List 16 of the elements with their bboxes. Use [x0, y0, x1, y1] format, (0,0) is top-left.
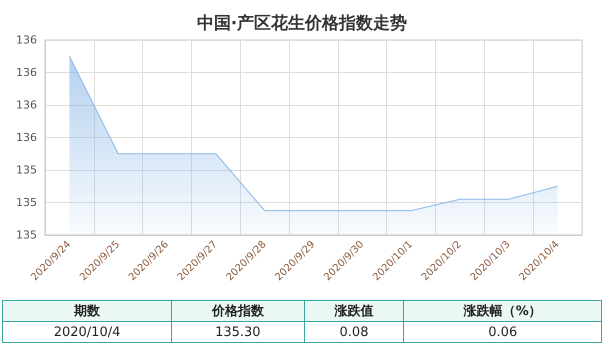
y-tick-label: 136: [16, 66, 37, 79]
text: 2020/10/4: [2, 322, 172, 342]
text: 涨跌幅（%）: [404, 300, 602, 322]
y-tick-label: 136: [16, 98, 37, 112]
text: 价格指数: [172, 300, 304, 322]
y-tick-label: 135: [16, 196, 37, 209]
chart-title: 中国·产区花生价格指数走势: [196, 14, 408, 34]
y-tick-label: 135: [16, 164, 37, 176]
text: 0.06: [404, 322, 602, 342]
text: 135.30: [172, 322, 304, 342]
text: 0.08: [304, 322, 404, 342]
y-tick-label: 135: [16, 228, 37, 242]
text: 期数: [2, 300, 172, 322]
y-tick-label: 136: [16, 34, 37, 46]
y-tick-label: 136: [16, 131, 37, 144]
text: 涨跌值: [304, 300, 404, 322]
